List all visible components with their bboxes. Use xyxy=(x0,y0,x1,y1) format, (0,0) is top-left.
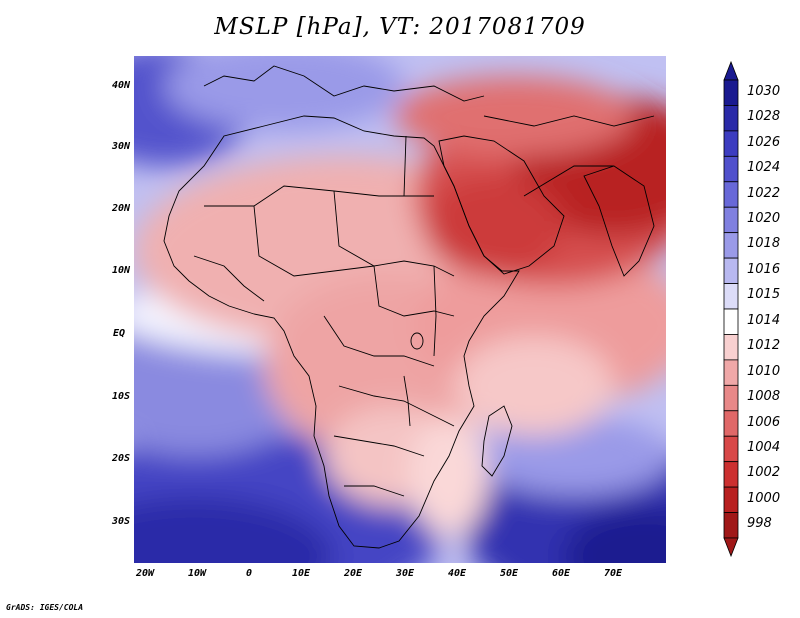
colorbar-top-arrow xyxy=(723,60,739,81)
lon-label-0: 0 xyxy=(245,568,253,579)
colorbar-label: 1024 xyxy=(747,160,781,176)
lat-label-10s: 10S xyxy=(111,391,130,402)
lat-label-eq: EQ xyxy=(112,328,125,339)
colorbar xyxy=(723,60,739,558)
colorbar-swatch xyxy=(723,257,739,284)
colorbar-label: 1014 xyxy=(747,312,781,328)
colorbar-label: 1022 xyxy=(747,185,781,201)
colorbar-swatch xyxy=(723,206,739,234)
colorbar-label: 1015 xyxy=(747,287,781,303)
colorbar-swatch xyxy=(723,155,739,183)
pressure-field-svg xyxy=(134,56,666,563)
colorbar-bottom-arrow xyxy=(723,537,739,558)
colorbar-label: 1020 xyxy=(747,210,781,226)
colorbar-swatch xyxy=(723,486,739,513)
colorbar-swatch xyxy=(723,461,739,488)
colorbar-swatch xyxy=(723,181,739,208)
lon-label-30e: 30E xyxy=(395,568,415,579)
colorbar-label: 1010 xyxy=(747,363,781,379)
colorbar-label: 1000 xyxy=(747,490,781,506)
lon-label-20e: 20E xyxy=(343,568,363,579)
colorbar-swatch xyxy=(723,283,739,310)
lat-label-20n: 20N xyxy=(111,203,130,214)
colorbar-swatch xyxy=(723,410,739,437)
colorbar-swatch xyxy=(723,359,739,386)
pressure-blobs xyxy=(134,56,666,563)
colorbar-swatch xyxy=(723,130,739,157)
colorbar-label: 1028 xyxy=(747,109,781,125)
colorbar-swatch xyxy=(723,334,739,361)
lon-label-10e: 10E xyxy=(291,568,311,579)
colorbar-label: 1006 xyxy=(747,414,781,430)
colorbar-label: 1018 xyxy=(747,236,781,252)
colorbar-label: 1012 xyxy=(747,338,781,354)
lat-label-40n: 40N xyxy=(111,80,130,91)
colorbar-swatch xyxy=(723,232,739,259)
lat-label-20s: 20S xyxy=(111,453,130,464)
colorbar-label: 998 xyxy=(747,516,772,532)
lon-label-50e: 50E xyxy=(499,568,519,579)
colorbar-swatch xyxy=(723,105,739,132)
map-title: MSLP [hPa], VT: 2017081709 xyxy=(214,14,586,40)
colorbar-swatch xyxy=(723,79,739,106)
lon-label-20w: 20W xyxy=(135,568,155,579)
lon-label-10w: 10W xyxy=(187,568,207,579)
colorbar-swatch xyxy=(723,308,739,335)
colorbar-label: 1008 xyxy=(747,389,781,405)
lat-label-30n: 30N xyxy=(111,141,130,152)
colorbar-label: 1016 xyxy=(747,261,781,277)
lat-label-10n: 10N xyxy=(111,265,130,276)
colorbar-label: 1026 xyxy=(747,134,781,150)
colorbar-label: 1002 xyxy=(747,465,781,481)
lon-label-70e: 70E xyxy=(603,568,623,579)
colorbar-label: 1004 xyxy=(747,439,781,455)
colorbar-swatch xyxy=(723,384,739,412)
lon-label-40e: 40E xyxy=(447,568,467,579)
coastlines xyxy=(163,65,655,549)
footer-credit: GrADS: IGES/COLA xyxy=(6,603,84,612)
lon-label-60e: 60E xyxy=(551,568,571,579)
lat-label-30s: 30S xyxy=(111,516,130,527)
colorbar-label: 1030 xyxy=(747,83,781,99)
colorbar-swatch xyxy=(723,512,739,539)
pressure-map xyxy=(134,56,666,563)
colorbar-swatch xyxy=(723,435,739,463)
